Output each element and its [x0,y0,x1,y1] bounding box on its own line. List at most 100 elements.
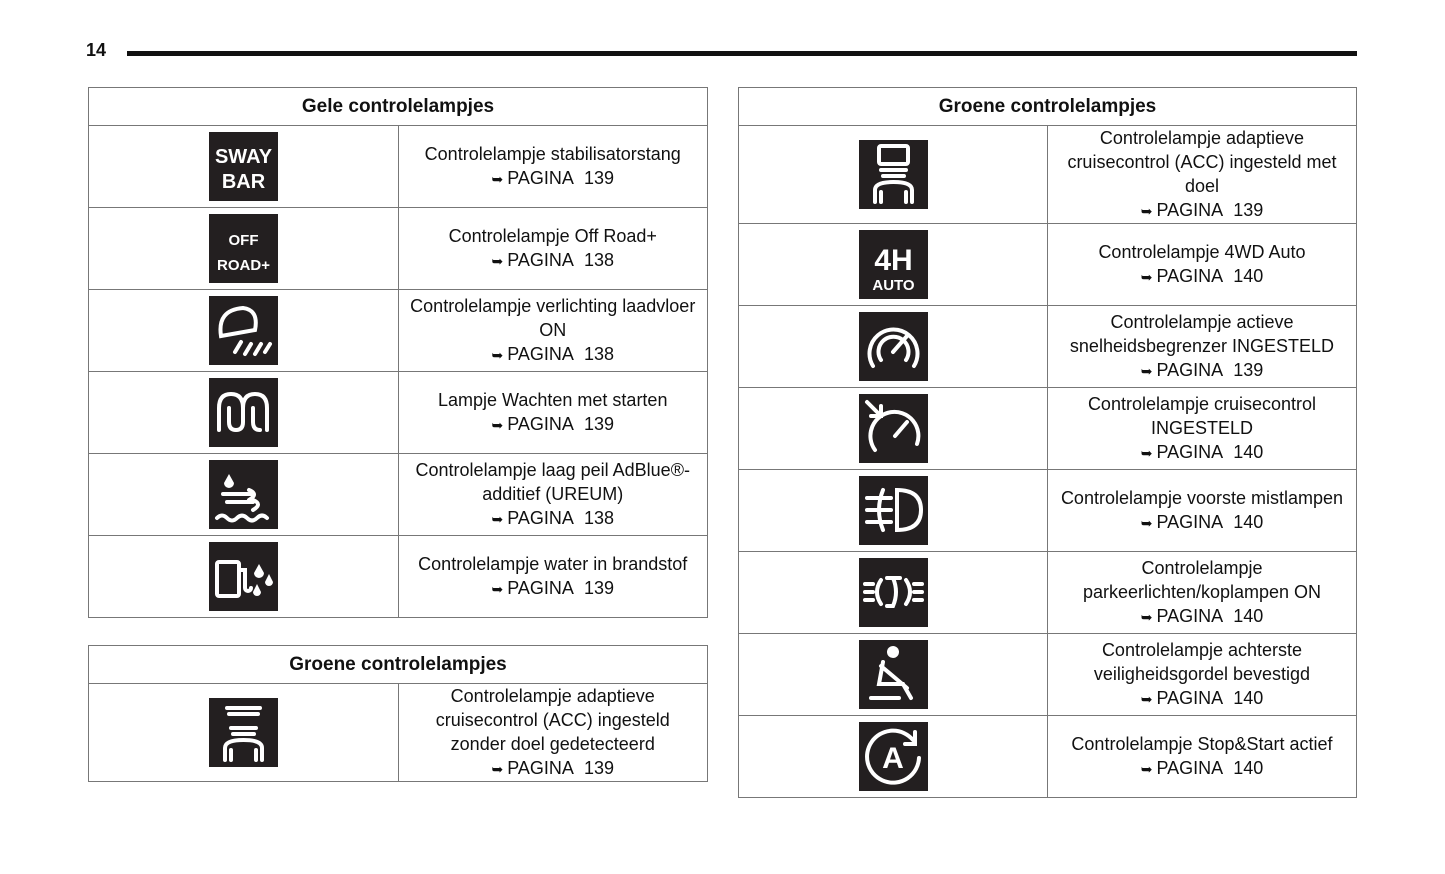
page-reference[interactable]: ➥ PAGINA 140 [1140,688,1264,708]
arrow-right-icon: ➥ [491,761,504,777]
page-reference[interactable]: ➥ PAGINA 139 [1140,200,1264,220]
acc-no-target-icon [208,698,278,767]
table-row: Controlelampje verlichting laadvloer ON … [88,289,708,372]
svg-text:ROAD+: ROAD+ [217,257,270,274]
lamp-description: Controlelampje parkeerlichten/koplampen … [1082,558,1322,602]
stop-start-icon: A [858,722,928,791]
table-row: Lampje Wachten met starten ➥ PAGINA 139 [88,371,708,454]
svg-text:4H: 4H [874,244,912,277]
arrow-right-icon: ➥ [1140,445,1153,461]
arrow-right-icon: ➥ [491,417,504,433]
cargo-light-icon [208,296,278,365]
arrow-right-icon: ➥ [491,253,504,269]
arrow-right-icon: ➥ [491,171,504,187]
page-link[interactable]: 140 [1233,606,1264,626]
table-row: Controlelampje adaptieve cruisecontrol (… [88,683,708,782]
page-reference[interactable]: ➥ PAGINA 140 [1140,266,1264,286]
page-link[interactable]: 139 [1233,360,1264,380]
arrow-right-icon: ➥ [1140,609,1153,625]
page-link[interactable]: 138 [583,344,614,364]
arrow-right-icon: ➥ [1140,363,1153,379]
arrow-right-icon: ➥ [1140,203,1153,219]
page-link[interactable]: 139 [583,578,614,598]
page-reference[interactable]: ➥ PAGINA 139 [491,758,614,778]
lamp-description: Lampje Wachten met starten [438,390,668,410]
lamp-description: Controlelampje actieve snelheidsbegrenze… [1069,312,1335,356]
page-reference[interactable]: ➥ PAGINA 138 [491,508,614,528]
page-link[interactable]: 140 [1233,688,1264,708]
table-row: 4H AUTO Controlelampje 4WD Auto ➥ PAGINA 1… [738,223,1357,306]
arrow-right-icon: ➥ [1140,691,1153,707]
acc-target-icon [858,140,928,209]
arrow-right-icon: ➥ [1140,269,1153,285]
arrow-right-icon: ➥ [491,511,504,527]
table-row: A Controlelampje Stop&Start actief ➥ PAGI… [738,715,1357,798]
page-reference[interactable]: ➥ PAGINA 138 [491,344,614,364]
sway-bar-icon: SWAY BAR [208,132,278,201]
page-reference[interactable]: ➥ PAGINA 140 [1140,512,1264,532]
page-reference[interactable]: ➥ PAGINA 138 [491,250,614,270]
off-road-plus-icon: OFF ROAD+ [208,214,278,283]
table-title: Groene controlelampjes [88,645,708,684]
lamp-description: Controlelampje Stop&Start actief [1071,734,1333,754]
table-row: Controlelampje adaptieve cruisecontrol (… [738,125,1357,224]
lamp-description: Controlelampje adaptieve cruisecontrol (… [435,686,670,754]
svg-text:OFF: OFF [228,232,258,249]
glow-plug-icon [208,378,278,447]
page-link[interactable]: 140 [1233,758,1264,778]
yellow-lamps-table: Gele controlelampjes SWAY BAR Controlelamp… [88,87,708,618]
arrow-right-icon: ➥ [1140,761,1153,777]
page-number: 14 [86,40,107,60]
table-row: SWAY BAR Controlelampje stabilisatorstang… [88,125,708,208]
parking-lights-icon [858,558,928,627]
lamp-description: Controlelampje voorste mistlampen [1060,488,1344,508]
header-rule [127,51,1357,56]
table-row: Controlelampje voorste mistlampen ➥ PAGIN… [738,469,1357,552]
page-reference[interactable]: ➥ PAGINA 140 [1140,606,1264,626]
arrow-right-icon: ➥ [491,581,504,597]
table-title: Gele controlelampjes [88,87,708,126]
table-row: Controlelampje parkeerlichten/koplampen … [738,551,1357,634]
page-link[interactable]: 138 [583,250,614,270]
table-row: Controlelampje achterste veiligheidsgord… [738,633,1357,716]
lamp-description: Controlelampje cruisecontrol INGESTELD [1087,394,1317,438]
lamp-description: Controlelampje verlichting laadvloer ON [410,296,696,340]
page-link[interactable]: 139 [583,168,614,188]
page-link[interactable]: 138 [583,508,614,528]
page-reference[interactable]: ➥ PAGINA 139 [491,168,614,188]
page-link[interactable]: 139 [1233,200,1264,220]
lamp-description: Controlelampje adaptieve cruisecontrol (… [1067,128,1337,196]
speed-limiter-icon [858,312,928,381]
4h-auto-icon: 4H AUTO [858,230,928,299]
arrow-right-icon: ➥ [1140,515,1153,531]
page-reference[interactable]: ➥ PAGINA 140 [1140,442,1264,462]
page-link[interactable]: 139 [583,758,614,778]
page-link[interactable]: 140 [1233,442,1264,462]
cruise-control-icon [858,394,928,463]
page-reference[interactable]: ➥ PAGINA 139 [491,578,614,598]
arrow-right-icon: ➥ [491,347,504,363]
lamp-description: Controlelampje achterste veiligheidsgord… [1093,640,1311,684]
page-reference[interactable]: ➥ PAGINA 140 [1140,758,1264,778]
water-in-fuel-icon [208,542,278,611]
lamp-description: Controlelampje Off Road+ [448,226,657,246]
table-row: Controlelampje water in brandstof ➥ PAGIN… [88,535,708,618]
page-reference[interactable]: ➥ PAGINA 139 [1140,360,1264,380]
page-link[interactable]: 140 [1233,512,1264,532]
page-reference[interactable]: ➥ PAGINA 139 [491,414,614,434]
page-link[interactable]: 139 [583,414,614,434]
svg-text:AUTO: AUTO [872,277,915,294]
lamp-description: Controlelampje water in brandstof [418,554,688,574]
rear-seatbelt-icon [858,640,928,709]
page-link[interactable]: 140 [1233,266,1264,286]
lamp-description: Controlelampje 4WD Auto [1098,242,1306,262]
table-row: Controlelampje cruisecontrol INGESTELD ➥… [738,387,1357,470]
lamp-description: Controlelampje stabilisatorstang [424,144,681,164]
table-row: Controlelampje actieve snelheidsbegrenze… [738,305,1357,388]
table-row: Controlelampje laag peil AdBlue®-additie… [88,453,708,536]
table-title: Groene controlelampjes [738,87,1357,126]
svg-text:SWAY: SWAY [215,146,273,168]
table-row: OFF ROAD+ Controlelampje Off Road+ ➥ PAGIN… [88,207,708,290]
svg-text:BAR: BAR [222,171,266,193]
green-lamps-table-right: Groene controlelampjes Controlelampje ad… [738,87,1357,798]
